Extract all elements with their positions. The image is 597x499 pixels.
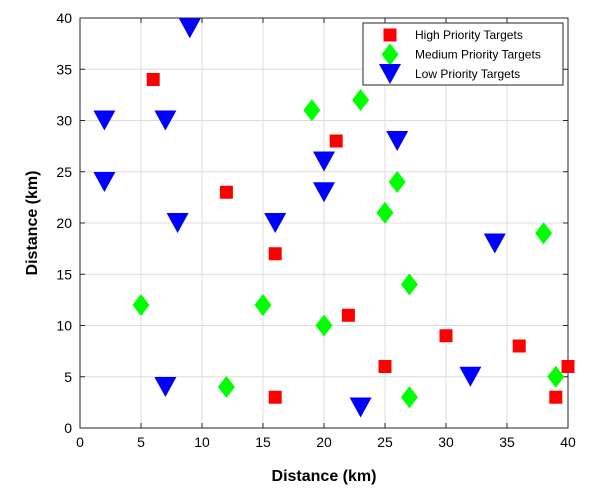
legend-label: High Priority Targets	[415, 28, 523, 42]
data-point-diamond	[315, 314, 333, 337]
data-point-square	[146, 73, 160, 86]
data-point-square	[439, 329, 453, 343]
data-point-diamond	[217, 376, 235, 398]
x-axis-ticks: 0 5 10 15 20 25 30 35 40	[76, 18, 576, 450]
data-point-triangle-down	[349, 397, 372, 418]
legend: High Priority Targets Medium Priority Tar…	[362, 22, 564, 86]
legend-marker-square	[383, 28, 397, 42]
data-point-square	[512, 339, 526, 353]
data-point-square	[341, 308, 355, 322]
data-point-diamond	[547, 365, 565, 388]
x-tick-label: 0	[76, 434, 84, 450]
data-point-triangle-down	[264, 213, 287, 233]
legend-entry: Low Priority Targets	[379, 64, 520, 84]
data-point-triangle-down	[166, 213, 189, 233]
data-point-triangle-down	[483, 233, 506, 254]
data-point-diamond	[400, 386, 418, 409]
x-tick-label: 25	[377, 434, 393, 450]
y-tick-label: 10	[56, 318, 72, 334]
legend-entry: Medium Priority Targets	[381, 43, 541, 66]
legend-marker-diamond	[381, 43, 399, 66]
legend-label: Medium Priority Targets	[415, 48, 541, 62]
data-point-square	[329, 134, 343, 148]
x-tick-label: 10	[194, 434, 210, 450]
data-point-triangle-down	[154, 110, 177, 131]
data-point-diamond	[254, 294, 272, 316]
data-point-square	[378, 360, 392, 373]
data-point-diamond	[388, 171, 406, 193]
y-tick-label: 25	[56, 164, 72, 180]
legend-items: High Priority Targets Medium Priority Tar…	[379, 28, 541, 84]
data-point-square	[268, 390, 282, 404]
y-tick-label: 30	[56, 113, 72, 129]
x-tick-label: 35	[499, 434, 515, 450]
y-tick-label: 0	[64, 420, 72, 436]
data-point-diamond	[303, 99, 321, 122]
data-point-triangle-down	[178, 18, 201, 39]
x-tick-label: 5	[137, 434, 145, 450]
data-point-square	[561, 360, 575, 373]
data-point-square	[219, 185, 233, 199]
series-square	[146, 73, 575, 404]
y-tick-label: 15	[56, 266, 72, 282]
data-point-diamond	[352, 89, 370, 111]
y-tick-label: 20	[56, 215, 72, 231]
series-diamond	[132, 89, 565, 409]
data-point-diamond	[132, 294, 150, 316]
legend-entry: High Priority Targets	[383, 28, 523, 42]
x-tick-label: 40	[560, 434, 576, 450]
x-tick-label: 30	[438, 434, 454, 450]
x-tick-label: 15	[255, 434, 271, 450]
data-point-triangle-down	[154, 377, 177, 397]
data-point-triangle-down	[313, 151, 335, 172]
series-triangle-down	[93, 18, 506, 418]
y-axis-title: Distance (km)	[24, 171, 41, 276]
y-tick-label: 40	[56, 10, 72, 26]
data-point-triangle-down	[313, 182, 335, 203]
data-point-triangle-down	[386, 131, 409, 151]
data-point-triangle-down	[93, 172, 116, 192]
data-point-square	[549, 390, 563, 404]
data-point-square	[268, 247, 282, 261]
data-point-triangle-down	[93, 110, 116, 131]
y-axis-ticks: 0 5 10 15 20 25 30 35 40	[56, 10, 568, 436]
data-points	[93, 18, 575, 418]
y-tick-label: 5	[64, 369, 72, 385]
data-point-diamond	[376, 201, 394, 224]
data-point-triangle-down	[459, 366, 482, 387]
legend-marker-triangle-down	[379, 64, 401, 84]
x-axis-title: Distance (km)	[272, 468, 377, 485]
data-point-diamond	[400, 273, 418, 296]
x-tick-label: 20	[316, 434, 332, 450]
data-point-diamond	[535, 222, 553, 245]
y-tick-label: 35	[56, 61, 72, 77]
legend-label: Low Priority Targets	[415, 67, 520, 81]
